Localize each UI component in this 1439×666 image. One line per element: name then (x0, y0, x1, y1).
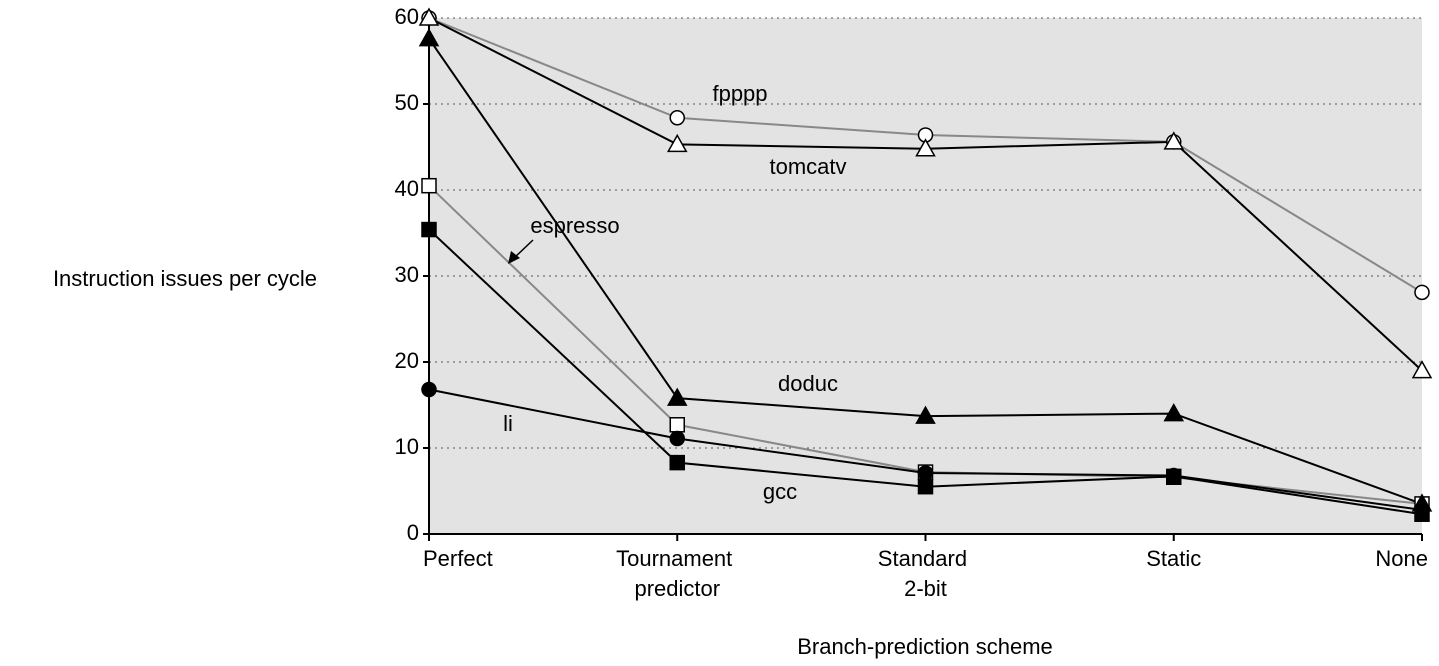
y-tick-label: 0 (407, 520, 419, 545)
y-tick-label: 40 (395, 176, 419, 201)
marker (666, 387, 688, 406)
x-tick-label: Standard 2-bit (878, 546, 973, 601)
marker (1411, 360, 1433, 379)
series-label: gcc (763, 479, 797, 504)
marker (1166, 468, 1182, 485)
marker (421, 221, 437, 238)
y-tick-label: 20 (395, 348, 419, 373)
marker (666, 133, 688, 153)
series-label: tomcatv (769, 154, 846, 179)
marker (1414, 506, 1430, 522)
marker (669, 454, 685, 471)
marker (669, 417, 685, 433)
marker (917, 478, 934, 495)
x-axis-label: Branch-prediction scheme (797, 634, 1053, 659)
marker (1414, 284, 1430, 301)
x-tick-label: Perfect (423, 546, 493, 571)
y-tick-label: 60 (395, 4, 419, 29)
y-tick-label: 50 (395, 90, 419, 115)
y-tick-label: 30 (395, 262, 419, 287)
marker (418, 7, 440, 26)
marker (421, 177, 437, 194)
series-label: li (503, 411, 513, 436)
arrow-head (508, 251, 520, 264)
marker (917, 465, 934, 481)
series-label: fpppp (712, 81, 767, 106)
x-tick-label: Static (1146, 546, 1201, 571)
series-label: doduc (778, 371, 838, 396)
marker (915, 138, 936, 157)
marker (669, 110, 685, 126)
marker (418, 28, 440, 47)
series-label: espresso (530, 213, 619, 238)
plot-area (429, 18, 1422, 534)
y-axis-label: Instruction issues per cycle (53, 266, 317, 291)
x-tick-label: Tournament predictor (616, 546, 738, 601)
marker (421, 381, 437, 398)
marker (1163, 403, 1185, 422)
x-tick-label: None (1375, 546, 1428, 571)
marker (669, 430, 685, 447)
y-tick-label: 10 (395, 434, 419, 459)
marker (915, 405, 936, 424)
marker (1163, 131, 1185, 150)
